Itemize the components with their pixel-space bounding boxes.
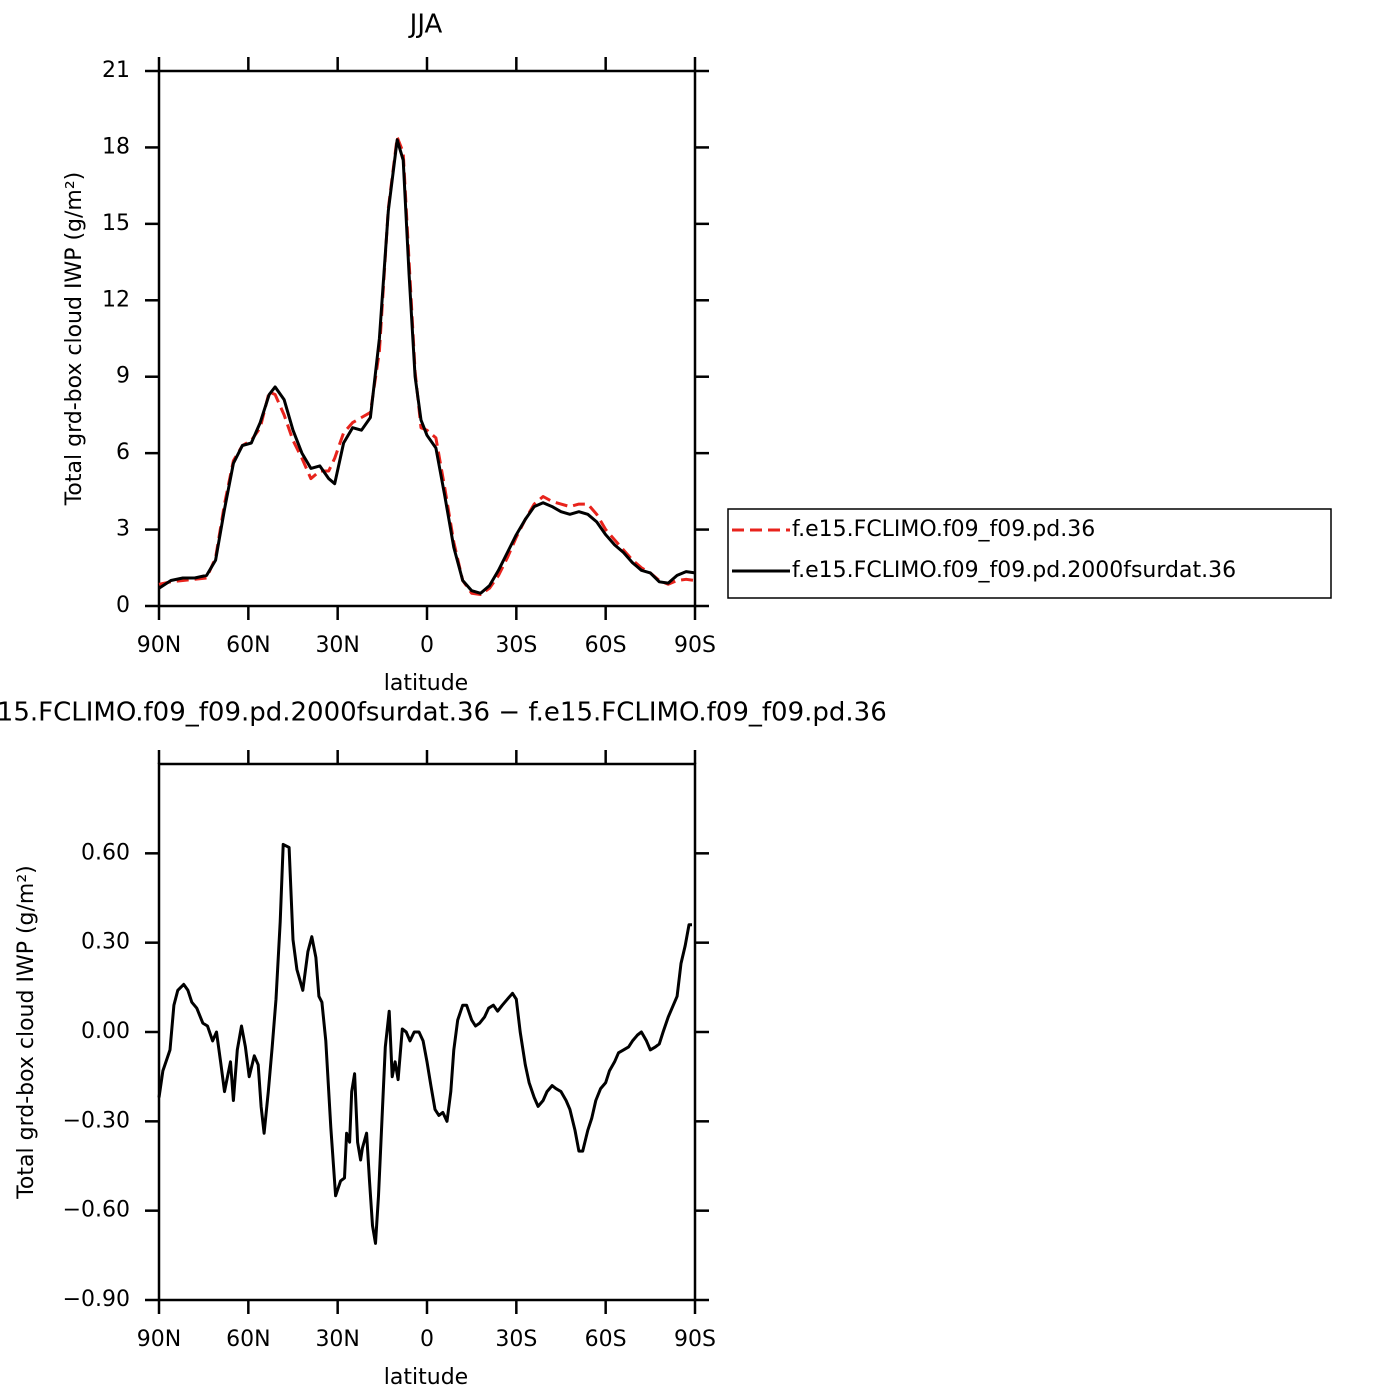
- y-tick-label: −0.60: [63, 1198, 130, 1223]
- y-tick-label: 21: [102, 58, 130, 83]
- y-tick-label: 0.30: [81, 930, 130, 955]
- y-tick-label: −0.30: [63, 1108, 130, 1133]
- x-tick-label: 90S: [674, 1327, 716, 1352]
- y-tick-label: −0.90: [63, 1287, 130, 1312]
- y-tick-label: 0.60: [81, 840, 130, 865]
- y-tick-label: 0.00: [81, 1019, 130, 1044]
- data-line: [157, 842, 692, 1245]
- legend-label: f.e15.FCLIMO.f09_f09.pd.2000fsurdat.36: [792, 558, 1236, 583]
- x-tick-label: 60N: [226, 1327, 270, 1352]
- y-tick-label: 12: [102, 287, 130, 312]
- x-tick-label: 30N: [315, 1327, 359, 1352]
- x-axis-label: latitude: [384, 1365, 468, 1390]
- data-line: [158, 138, 696, 595]
- plot-frame: [157, 69, 697, 608]
- y-tick-label: 6: [116, 440, 130, 465]
- x-tick-label: 90N: [137, 633, 181, 658]
- y-tick-label: 18: [102, 134, 130, 159]
- x-tick-label: 30S: [495, 1327, 537, 1352]
- x-tick-label: 30S: [495, 633, 537, 658]
- y-tick-label: 3: [116, 517, 130, 542]
- x-tick-label: 30N: [315, 633, 359, 658]
- x-tick-label: 90N: [137, 1327, 181, 1352]
- y-tick-label: 0: [116, 593, 130, 618]
- y-tick-label: 15: [102, 211, 130, 236]
- x-tick-label: 0: [420, 1327, 434, 1352]
- x-tick-label: 90S: [674, 633, 716, 658]
- x-tick-label: 60S: [585, 1327, 627, 1352]
- x-axis-label: latitude: [384, 671, 468, 696]
- legend-label: f.e15.FCLIMO.f09_f09.pd.36: [792, 517, 1095, 542]
- y-axis-label: Total grd-box cloud IWP (g/m²): [14, 865, 39, 1200]
- x-tick-label: 0: [420, 633, 434, 658]
- x-tick-label: 60N: [226, 633, 270, 658]
- chart-title: JJA: [408, 10, 443, 40]
- legend-box: [727, 508, 1332, 599]
- y-tick-label: 9: [116, 364, 130, 389]
- x-tick-label: 60S: [585, 633, 627, 658]
- y-axis-label: Total grd-box cloud IWP (g/m²): [62, 172, 87, 507]
- chart-title: f.e15.FCLIMO.f09_f09.pd.2000fsurdat.36 −…: [0, 698, 887, 728]
- data-line: [158, 135, 696, 596]
